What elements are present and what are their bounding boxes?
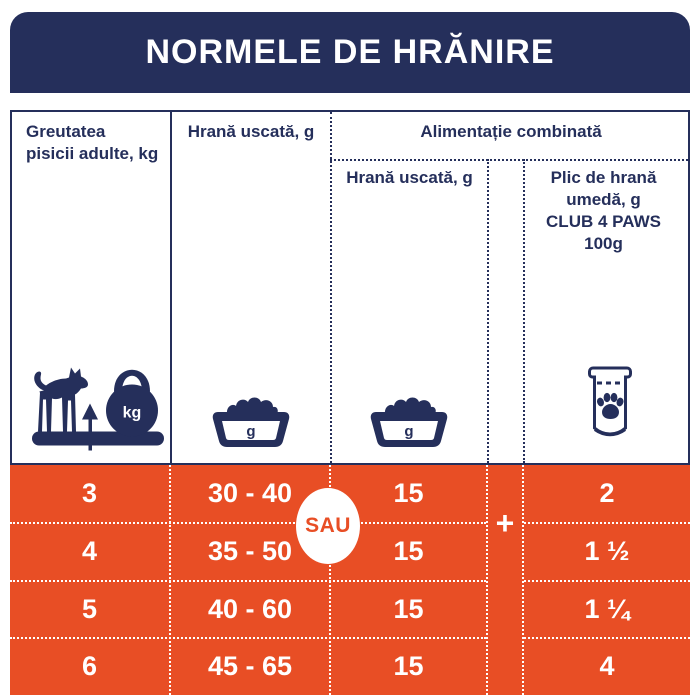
- combined-dry-subheader: Hrană uscată, g: [346, 168, 473, 187]
- kettlebell-body: [106, 384, 158, 437]
- combo-wet-value: 1 ½: [584, 536, 630, 566]
- combined-wet-subheader: Plic de hrană umedă, g CLUB 4 PAWS 100g: [546, 168, 661, 254]
- column-divider-solid: [170, 112, 172, 463]
- row-separator: [10, 637, 486, 639]
- dry-value: 40 - 60: [207, 594, 293, 624]
- scale-arrow-head: [82, 403, 98, 420]
- combined-dry-bowl-icon: g: [370, 397, 448, 447]
- feeding-values-block: 3 30 - 40 15 2 4 35 - 50 15 1 ½ 5 40 - 6…: [10, 465, 690, 695]
- combo-dry-value: 15: [393, 478, 424, 508]
- kettlebell-handle: [114, 369, 150, 392]
- combo-bowl-label: g: [404, 423, 413, 440]
- dry-value: 35 - 50: [207, 536, 293, 566]
- dry-value: 45 - 65: [207, 651, 293, 681]
- row-separator: [524, 637, 690, 639]
- subcolumn-divider-right: [523, 159, 525, 463]
- dry-food-bowl-icon: g: [212, 397, 290, 447]
- kettlebell-label: kg: [123, 405, 142, 422]
- combined-feeding-header: Alimentație combinată: [420, 122, 602, 141]
- combo-wet-value: 4: [599, 651, 615, 681]
- plus-connector: +: [495, 505, 515, 541]
- or-badge: SAU: [296, 488, 360, 564]
- scale-arrow-shaft: [88, 415, 92, 451]
- dry-food-column-header: Hrană uscată, g: [187, 122, 315, 141]
- combo-dry-value: 15: [393, 651, 424, 681]
- row-separator: [524, 580, 690, 582]
- orange-divider-3: [486, 465, 488, 695]
- combo-wet-value: 1 ¼: [584, 594, 630, 624]
- wet-food-pouch-icon: [588, 366, 632, 437]
- dry-bowl-label: g: [246, 423, 255, 440]
- weight-value: 5: [81, 594, 98, 624]
- or-badge-label: SAU: [305, 514, 351, 537]
- weight-value: 6: [81, 651, 98, 681]
- page-title: NORMELE DE HRĂNIRE: [145, 33, 555, 71]
- row-separator: [10, 580, 486, 582]
- row-separator: [524, 522, 690, 524]
- combo-dry-value: 15: [393, 594, 424, 624]
- weight-value: 4: [81, 536, 98, 566]
- subcolumn-divider-left: [487, 159, 489, 463]
- feeding-table-header: Greutatea pisicii adulte, kg Hrană uscat…: [10, 110, 690, 465]
- cat-weight-scale-icon: kg: [32, 367, 164, 451]
- row-separator: [10, 522, 486, 524]
- weight-column-header: Greutatea pisicii adulte, kg: [26, 122, 159, 164]
- column-divider-dotted: [330, 112, 332, 463]
- weight-value: 3: [81, 478, 98, 508]
- combo-dry-value: 15: [393, 536, 424, 566]
- combined-header-underline: [330, 159, 688, 161]
- dry-value: 30 - 40: [207, 478, 293, 508]
- combo-wet-value: 2: [599, 478, 615, 508]
- cat-silhouette: [34, 367, 88, 432]
- paw-print: [596, 392, 624, 419]
- orange-divider-4: [522, 465, 524, 695]
- header-banner: NORMELE DE HRĂNIRE: [10, 12, 690, 93]
